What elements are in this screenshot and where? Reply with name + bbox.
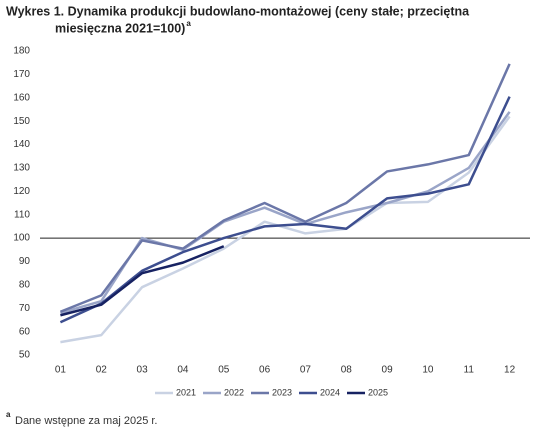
y-tick-label: 100 [13,233,30,244]
chart-title-line2: miesięczna 2021=100) [55,21,185,35]
y-tick-label: 160 [13,92,30,103]
x-tick-label: 04 [177,365,189,376]
y-tick-label: 140 [13,139,30,150]
x-tick-label: 05 [218,365,230,376]
y-tick-label: 170 [13,69,30,80]
series-line [60,115,511,344]
x-tick-label: 06 [259,365,271,376]
legend-label: 2022 [224,387,244,397]
x-tick-label: 08 [341,365,353,376]
x-tick-label: 12 [504,365,516,376]
x-tick-label: 02 [96,365,108,376]
y-tick-label: 50 [19,350,31,361]
x-tick-label: 09 [382,365,394,376]
x-tick-label: 07 [300,365,312,376]
legend-label: 2024 [320,387,340,397]
y-tick-label: 80 [19,279,31,290]
series-line [59,63,511,313]
legend-label: 2023 [272,387,292,397]
y-tick-label: 110 [14,209,30,220]
series-line [60,245,225,317]
x-tick-label: 01 [55,365,67,376]
y-tick-label: 90 [19,256,31,267]
footnote: Dane wstępne za maj 2025 r. [15,415,157,427]
footnote-marker: a [6,410,11,419]
y-tick-label: 150 [13,116,30,127]
x-tick-label: 10 [422,365,434,376]
y-tick-label: 120 [13,186,30,197]
y-tick-label: 70 [19,303,31,314]
chart-title: Wykres 1. Dynamika produkcji budowlano-m… [6,4,470,18]
title-superscript: a [186,19,191,28]
y-tick-label: 60 [19,326,31,337]
series-line [59,96,511,324]
y-tick-label: 180 [13,46,30,57]
legend-label: 2021 [176,387,196,397]
y-tick-label: 130 [13,163,30,174]
x-tick-label: 03 [137,365,149,376]
legend-label: 2025 [368,387,388,397]
x-tick-label: 11 [464,365,475,376]
